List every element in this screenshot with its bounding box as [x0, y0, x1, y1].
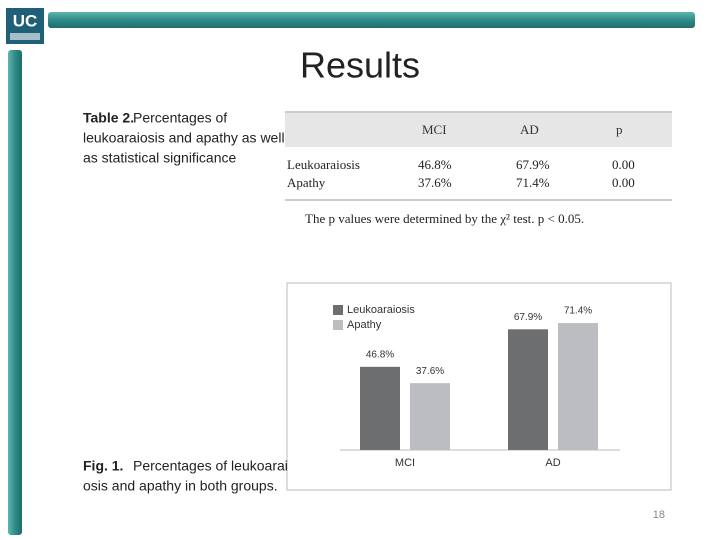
- chart-frame: [286, 282, 672, 491]
- logo-strip: [10, 33, 40, 40]
- table-cell: 0.00: [612, 175, 635, 190]
- page-number: 18: [653, 509, 665, 521]
- bar: [360, 366, 400, 450]
- caption-line: leukoaraiosis and apathy as well: [83, 130, 285, 146]
- value-label: 71.4%: [564, 306, 592, 317]
- table-header-bg: [285, 113, 672, 147]
- side-band: [8, 50, 22, 535]
- caption-label: Fig. 1.: [83, 458, 123, 474]
- legend-swatch: [333, 305, 343, 315]
- table-cell: 0.00: [612, 157, 635, 172]
- caption-line: as statistical significance: [83, 150, 237, 166]
- bar: [410, 383, 450, 450]
- row-label: Leukoaraiosis: [287, 157, 360, 172]
- bar: [558, 323, 598, 450]
- caption-line: Percentages of leukoarai: [133, 458, 288, 474]
- caption-line: osis and apathy in both groups.: [83, 478, 278, 494]
- table-header: p: [616, 122, 623, 137]
- row-label: Apathy: [287, 175, 326, 190]
- table-header: MCI: [422, 122, 447, 137]
- x-tick-label: AD: [545, 457, 560, 469]
- table-cell: 71.4%: [516, 175, 550, 190]
- table-cell: 46.8%: [418, 157, 452, 172]
- legend-swatch: [333, 320, 343, 330]
- caption-line: Percentages of: [133, 110, 227, 126]
- table-cell: 37.6%: [418, 175, 452, 190]
- x-tick-label: MCI: [395, 457, 415, 469]
- bar: [508, 329, 548, 450]
- top-band: [48, 12, 695, 28]
- caption-label: Table 2.: [83, 110, 134, 126]
- legend-label: Apathy: [347, 319, 382, 331]
- logo: UC: [13, 11, 38, 30]
- table-header: AD: [520, 122, 539, 137]
- value-label: 46.8%: [366, 349, 394, 360]
- table-note: The p values were determined by the χ² t…: [305, 211, 584, 226]
- legend-label: Leukoaraiosis: [347, 304, 415, 316]
- slide-title: Results: [300, 45, 420, 86]
- value-label: 37.6%: [416, 366, 444, 377]
- table-cell: 67.9%: [516, 157, 550, 172]
- value-label: 67.9%: [514, 312, 542, 323]
